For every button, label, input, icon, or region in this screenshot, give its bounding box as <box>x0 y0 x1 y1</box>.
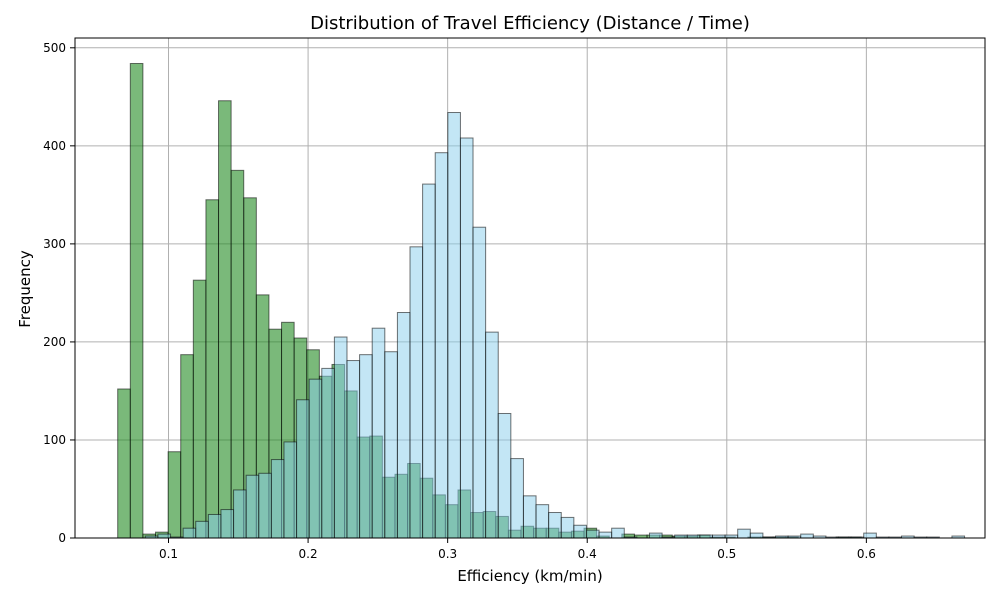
x-tick-label: 0.4 <box>578 547 597 561</box>
histogram-bar-series-2 <box>359 354 373 539</box>
histogram-bar-series-2 <box>510 458 524 539</box>
histogram-bar-series-2 <box>447 112 461 539</box>
histogram-bar-series-2 <box>233 489 247 539</box>
histogram-bar-series-2 <box>195 520 209 539</box>
histogram-bar-series-2 <box>321 367 335 539</box>
x-tick-label: 0.1 <box>159 547 178 561</box>
histogram-bar-series-1 <box>129 62 144 539</box>
histogram-bar-series-2 <box>573 524 587 539</box>
y-tick-label: 100 <box>43 433 66 447</box>
histogram-bar-series-1 <box>218 100 232 539</box>
histogram-bar-series-2 <box>333 336 348 539</box>
histogram-bar-series-2 <box>434 152 449 539</box>
y-tick-label: 400 <box>43 139 66 153</box>
histogram-bar-series-2 <box>258 472 272 539</box>
histogram-bar-series-1 <box>192 279 207 539</box>
y-tick-label: 300 <box>43 237 66 251</box>
axis-ticks: 0.1 0.2 0.3 0.4 0.5 0.6 0 100 200 300 400 500 <box>43 41 876 561</box>
histogram-bar-series-1 <box>180 354 194 539</box>
histogram-bar-series-2 <box>157 533 172 539</box>
x-tick-label: 0.2 <box>299 547 318 561</box>
histogram-bar-series-2 <box>800 533 814 539</box>
histogram-bar-series-1 <box>205 199 220 539</box>
chart-title: Distribution of Travel Efficiency (Dista… <box>310 13 750 34</box>
histogram-bar-series-2 <box>245 474 260 539</box>
histogram-bar-series-2 <box>283 441 298 539</box>
histogram-bar-series-2 <box>749 532 764 539</box>
histogram-bar-series-2 <box>384 351 398 539</box>
histogram-bar-series-2 <box>396 312 411 539</box>
histogram-bar-series-2 <box>296 399 310 539</box>
histogram-bar-series-2 <box>308 378 323 539</box>
histogram-bar-series-2 <box>497 412 512 539</box>
x-tick-label: 0.6 <box>857 547 876 561</box>
histogram-bar-series-2 <box>371 327 386 539</box>
y-tick-label: 500 <box>43 41 66 55</box>
histogram-bar-series-2 <box>737 528 751 539</box>
histogram-bar-series-1 <box>117 388 131 539</box>
histogram-bar-series-2 <box>207 513 222 539</box>
histogram-bar-series-1 <box>230 169 245 539</box>
histogram-bar-series-2 <box>220 509 235 539</box>
y-tick-label: 200 <box>43 335 66 349</box>
histogram-bar-series-2 <box>522 495 537 539</box>
histogram-bar-series-2 <box>863 532 877 539</box>
histogram-bar-series-2 <box>422 183 436 539</box>
histogram-bar-series-2 <box>535 504 550 539</box>
histogram-bar-series-2 <box>182 527 197 539</box>
y-axis-label: Frequency <box>16 250 34 328</box>
x-axis-label: Efficiency (km/min) <box>457 567 602 585</box>
histogram-bar-series-2 <box>598 531 613 539</box>
histogram-bar-series-2 <box>548 512 562 539</box>
histogram-bar-series-2 <box>459 137 474 539</box>
histogram-bar-series-2 <box>409 246 424 539</box>
histogram-bar-series-2 <box>485 331 499 539</box>
x-tick-label: 0.5 <box>717 547 736 561</box>
histogram-bar-series-2 <box>611 527 625 539</box>
histogram-bar-series-2 <box>585 529 600 539</box>
histogram-bar-series-1 <box>167 451 182 539</box>
histogram-bar-series-2 <box>270 459 285 539</box>
y-tick-label: 0 <box>58 531 66 545</box>
histogram-bar-series-2 <box>346 360 361 539</box>
plot-frame <box>74 37 986 539</box>
histogram-bar-series-2 <box>648 532 663 539</box>
histogram-bar-series-2 <box>472 226 487 539</box>
x-tick-label: 0.3 <box>438 547 457 561</box>
histogram-bar-series-2 <box>560 516 575 539</box>
